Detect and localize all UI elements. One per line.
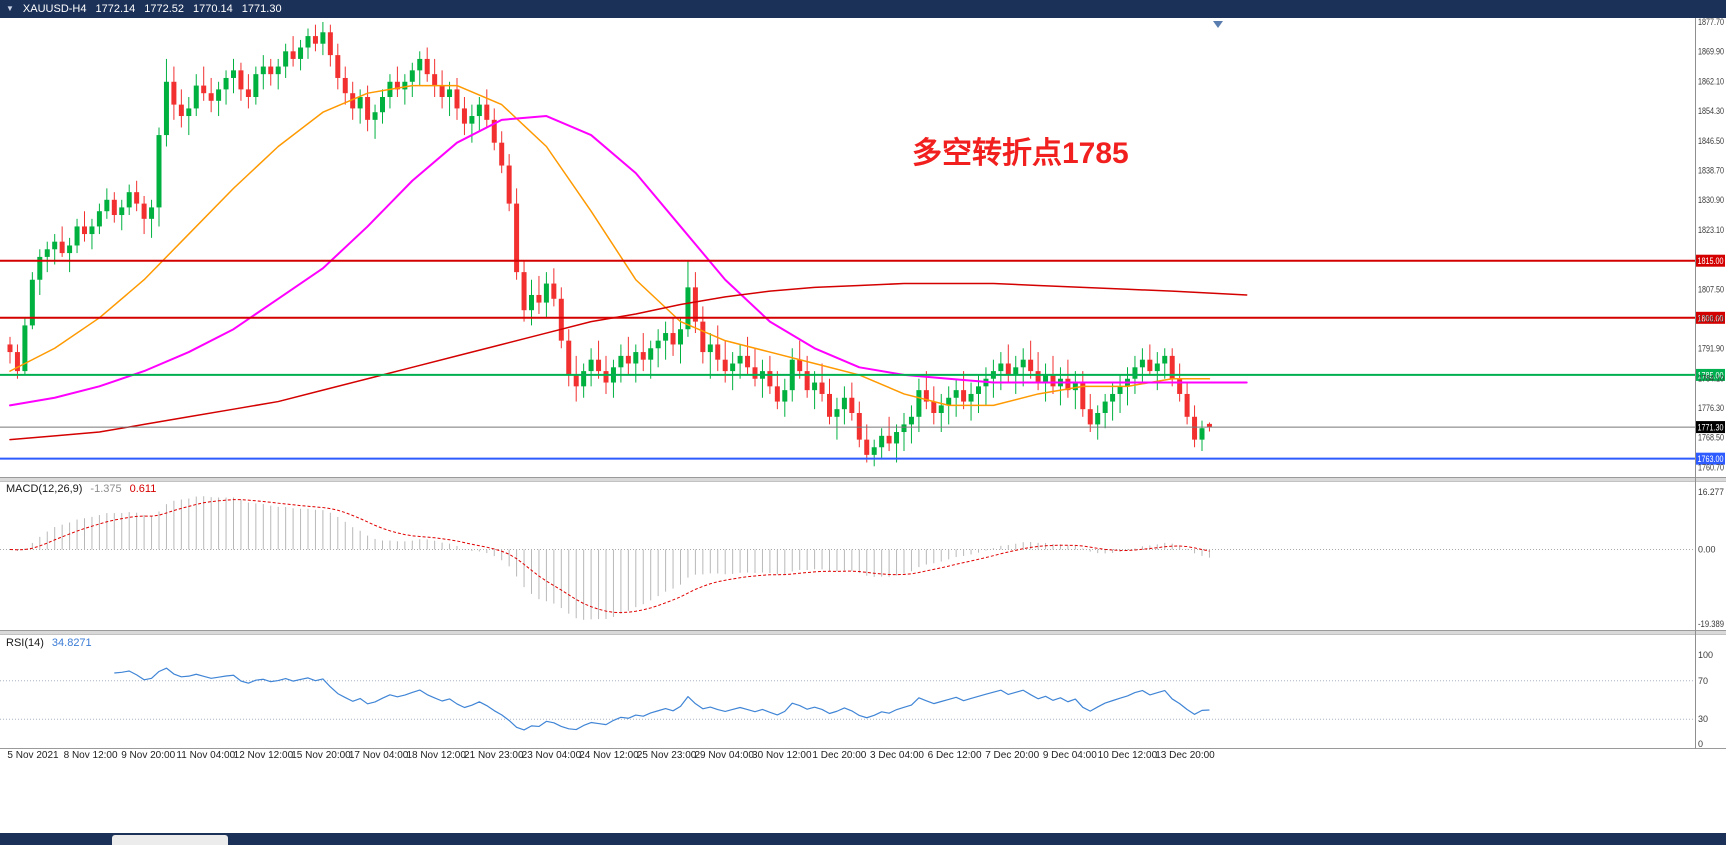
price-tick: 1799.70 [1698,314,1724,324]
time-label: 15 Nov 20:00 [291,750,351,761]
time-label: 1 Dec 20:00 [812,750,866,761]
price-axis-border [1695,18,1696,749]
time-label: 30 Nov 12:00 [752,750,812,761]
macd-tick: 0.00 [1698,544,1716,554]
price-tick: 1838.70 [1698,165,1724,175]
time-label: 9 Nov 20:00 [121,750,175,761]
svg-text:1785.00: 1785.00 [1698,370,1724,380]
time-label: 8 Nov 12:00 [64,750,118,761]
svg-text:1815.00: 1815.00 [1698,256,1724,266]
ma-mid-magenta [9,115,1248,407]
price-badge-1815.00: 1815.00 [1696,254,1725,267]
price-badge-1800.00: 1800.00 [1696,311,1725,324]
price-tick: 1846.50 [1698,136,1724,146]
ohlc-open: 1772.14 [95,3,136,15]
rsi-label: RSI(14) 34.8271 [6,637,92,649]
svg-text:1763.00: 1763.00 [1698,454,1724,464]
price-tick: 1776.30 [1698,403,1724,413]
macd-signal-line [9,499,1210,614]
panel-separator-macd[interactable] [0,477,1726,482]
time-label: 6 Dec 12:00 [928,750,982,761]
time-label: 12 Nov 12:00 [234,750,294,761]
rsi-value: 34.8271 [51,637,92,649]
rsi-tick: 30 [1698,714,1708,724]
time-label: 24 Nov 12:00 [579,750,639,761]
price-tick: 1791.90 [1698,344,1724,354]
price-tick: 1877.70 [1698,17,1724,27]
bottom-bar [0,833,1726,845]
rsi-name: RSI(14) [6,637,44,649]
macd-label: MACD(12,26,9) -1.375 0.611 [6,483,156,495]
time-label: 9 Dec 04:00 [1043,750,1097,761]
time-label: 23 Nov 04:00 [522,750,582,761]
time-axis-line [0,748,1726,749]
price-tick: 1760.70 [1698,462,1724,472]
price-badge-1785.00: 1785.00 [1696,368,1725,381]
chart-title-bar: ▼ XAUUSD-H4 1772.14 1772.52 1770.14 1771… [0,0,1726,18]
candles [7,22,1212,467]
time-label: 18 Nov 12:00 [406,750,466,761]
time-label: 7 Dec 20:00 [985,750,1039,761]
time-label: 5 Nov 2021 [7,750,59,761]
symbol-timeframe: XAUUSD-H4 [22,3,87,15]
time-label: 3 Dec 04:00 [870,750,924,761]
price-tick: 1768.50 [1698,433,1724,443]
symbol-dropdown-icon[interactable]: ▼ [6,4,14,13]
ohlc-high: 1772.52 [144,3,185,15]
macd-tick: 16.277 [1698,487,1724,497]
time-label: 21 Nov 23:00 [464,750,524,761]
last-bar-marker-icon [1213,21,1223,28]
price-tick: 1784.10 [1698,373,1724,383]
price-tick: 1823.10 [1698,225,1724,235]
macd-value-signal: 0.611 [129,483,157,495]
ohlc-low: 1770.14 [193,3,233,15]
time-label: 17 Nov 04:00 [349,750,409,761]
macd-value-main: -1.375 [90,483,122,495]
svg-text:1771.30: 1771.30 [1698,423,1724,433]
price-tick: 1830.90 [1698,195,1724,205]
time-label: 13 Dec 20:00 [1155,750,1215,761]
macd-tick: -19.389 [1698,619,1724,629]
rsi-tick: 70 [1698,676,1708,686]
time-label: 11 Nov 04:00 [176,750,235,761]
price-badge-1763.00: 1763.00 [1696,452,1725,465]
price-tick: 1807.50 [1698,284,1724,294]
price-badge-1771.30: 1771.30 [1696,421,1725,434]
panel-separator-rsi[interactable] [0,630,1726,635]
price-tick: 1862.10 [1698,76,1724,86]
macd-name: MACD(12,26,9) [6,483,83,495]
macd-histogram [16,496,1210,620]
rsi-tick: 100 [1698,650,1713,660]
time-label: 10 Dec 12:00 [1098,750,1158,761]
time-label: 29 Nov 04:00 [694,750,754,761]
ohlc-close: 1771.30 [241,3,282,15]
rsi-tick: 0 [1698,739,1703,749]
svg-text:1800.00: 1800.00 [1698,313,1724,323]
time-label: 25 Nov 23:00 [637,750,697,761]
annotation-text: 多空转折点1785 [912,137,1129,170]
bottom-tab[interactable] [112,835,228,845]
price-tick: 1869.90 [1698,47,1724,57]
ma-fast-orange [9,84,1211,407]
rsi-line [114,667,1210,731]
price-tick: 1854.30 [1698,106,1724,116]
